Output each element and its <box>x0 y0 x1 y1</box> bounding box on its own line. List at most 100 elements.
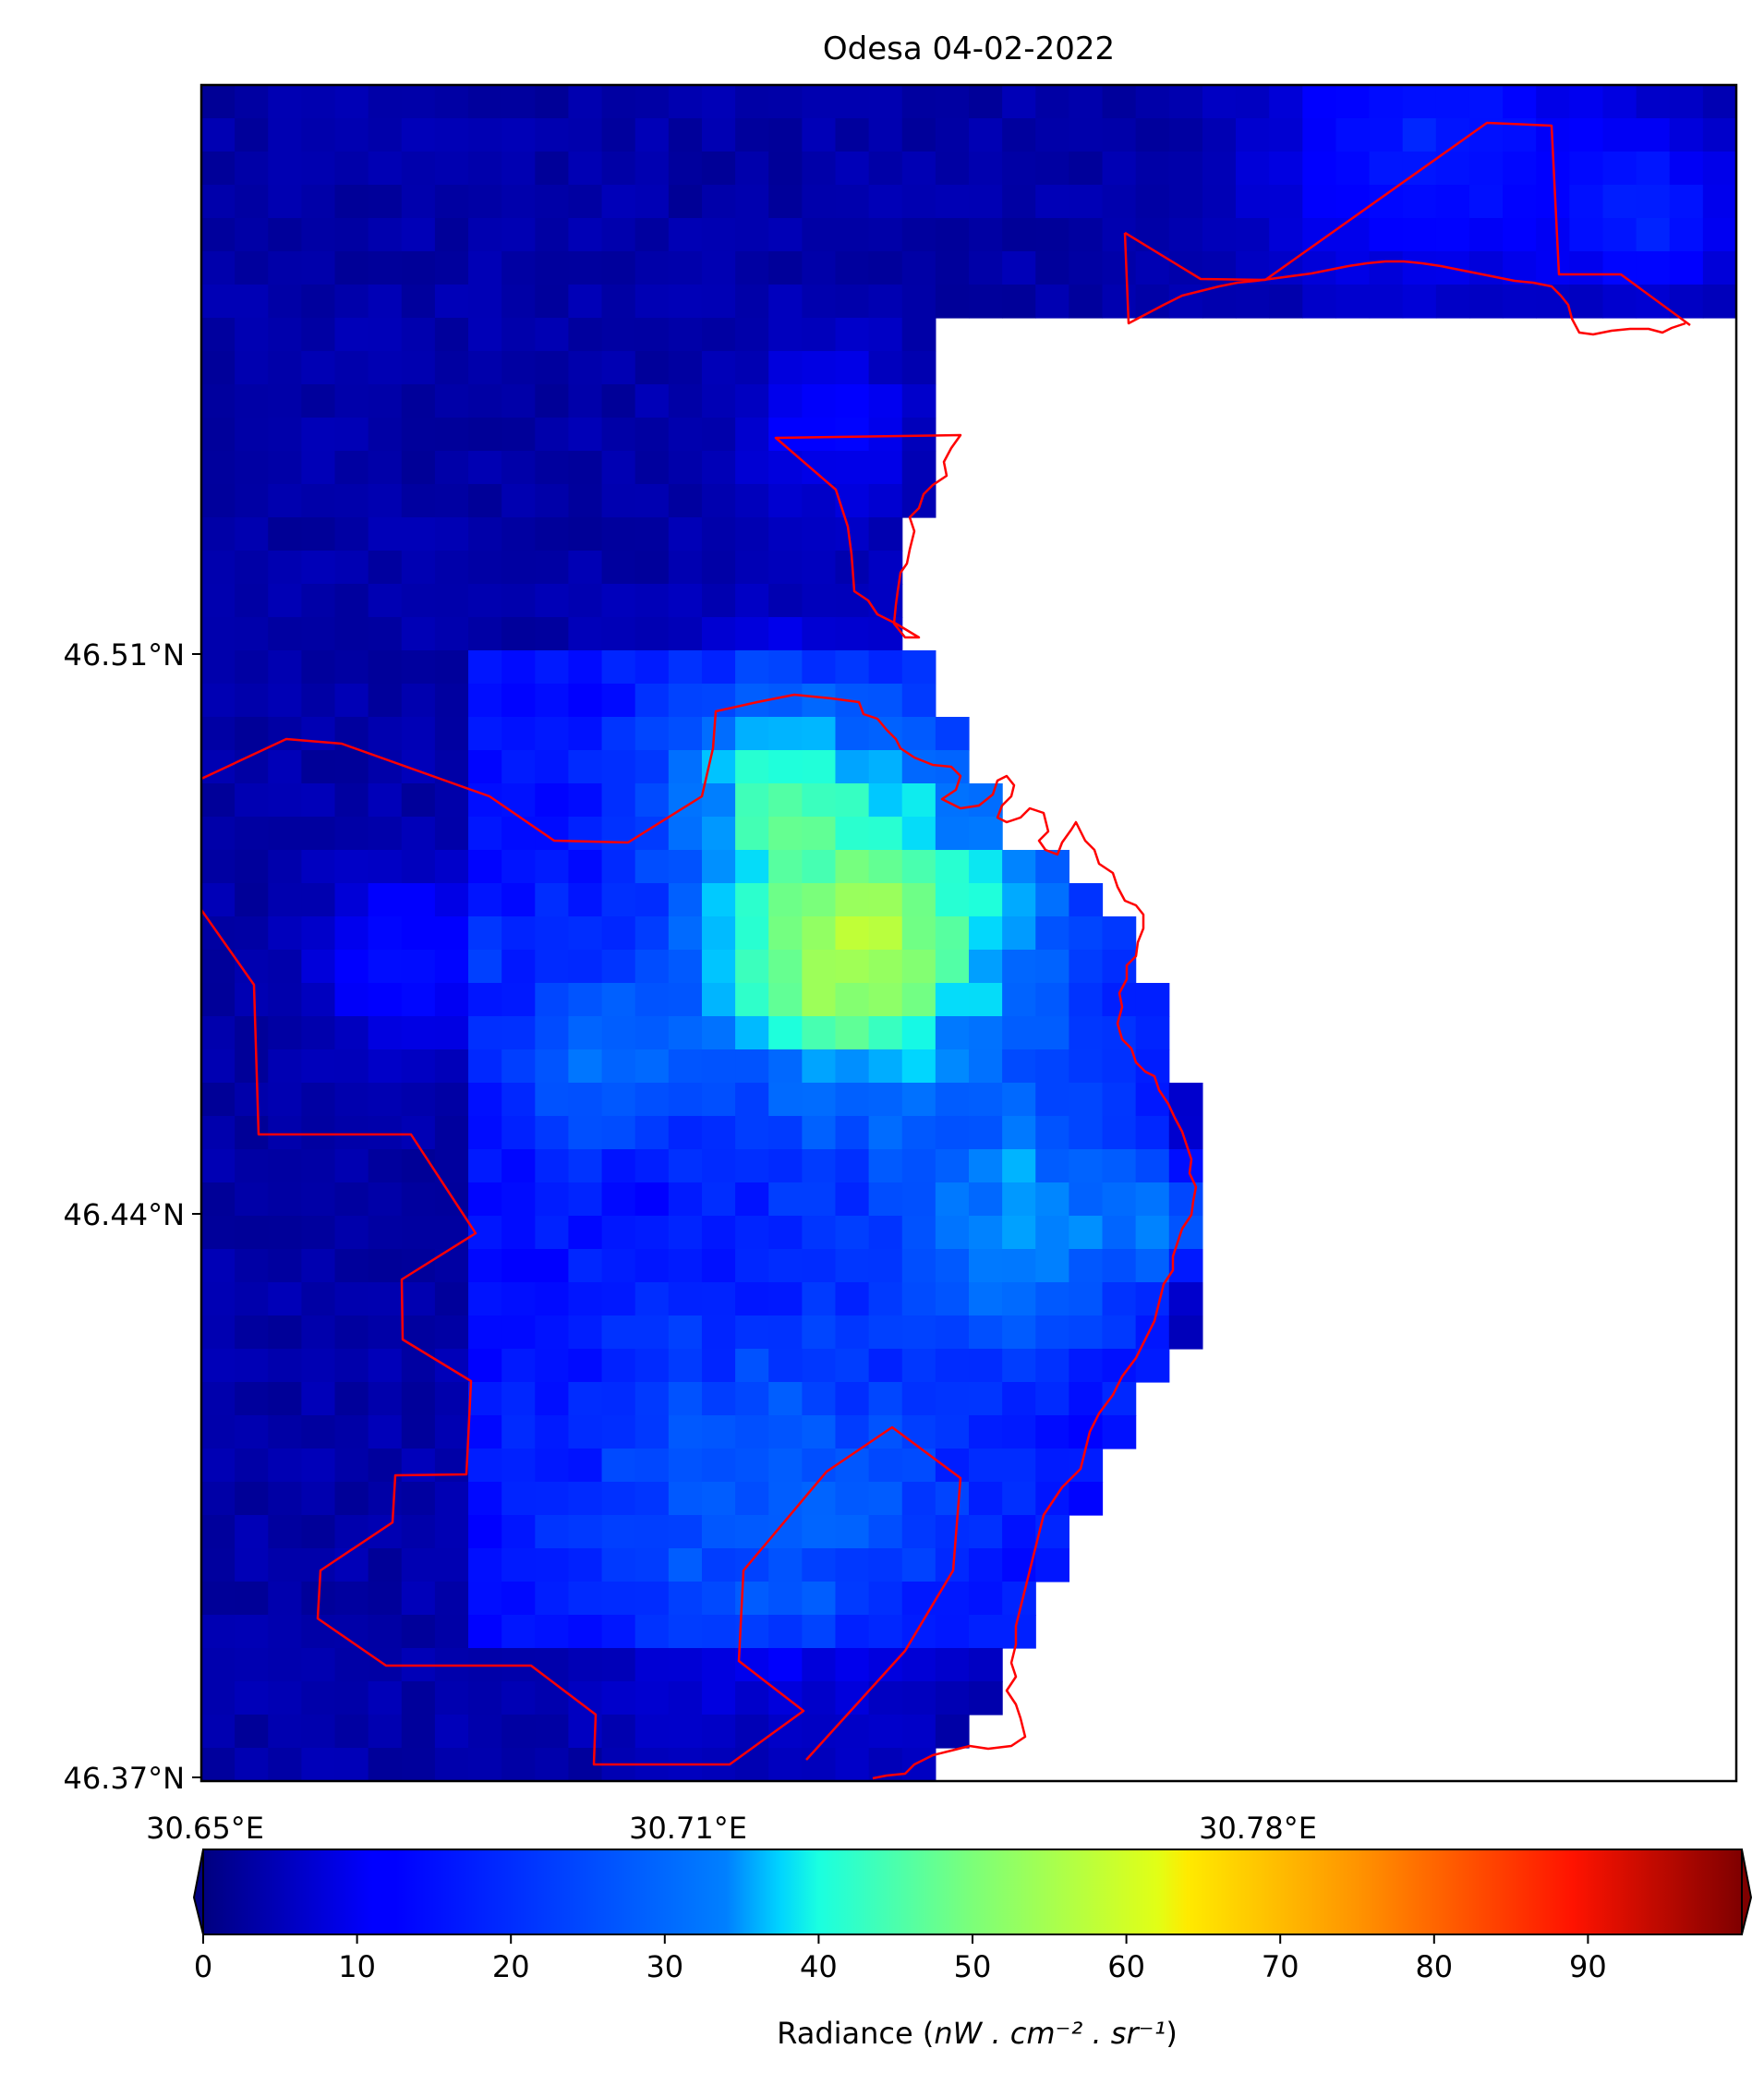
radiance-cell <box>768 1149 803 1183</box>
radiance-cell <box>235 1415 269 1449</box>
radiance-cell <box>268 1016 302 1050</box>
radiance-cell <box>1002 1615 1036 1649</box>
radiance-cell <box>401 1415 436 1449</box>
radiance-cell <box>1002 218 1036 252</box>
radiance-cell <box>835 1216 870 1250</box>
radiance-cell <box>568 1116 603 1150</box>
radiance-cell <box>434 1615 469 1649</box>
radiance-cell <box>601 1149 636 1183</box>
radiance-cell <box>568 1648 603 1682</box>
radiance-cell <box>802 218 837 252</box>
radiance-cell <box>901 484 936 518</box>
radiance-cell <box>901 451 936 485</box>
radiance-cell <box>201 850 236 884</box>
radiance-cell <box>901 85 936 119</box>
radiance-cell <box>901 1315 936 1350</box>
radiance-cell <box>1102 251 1137 285</box>
radiance-cell <box>868 1681 903 1715</box>
radiance-cell <box>268 152 302 186</box>
radiance-cell <box>668 1083 703 1117</box>
radiance-cell <box>501 418 536 452</box>
radiance-cell <box>1035 1016 1069 1050</box>
radiance-cell <box>1102 1282 1137 1316</box>
radiance-cell <box>735 1349 769 1383</box>
radiance-cell <box>601 1615 636 1649</box>
radiance-cell <box>1035 1515 1069 1549</box>
radiance-cell <box>935 1382 970 1416</box>
radiance-cell <box>768 817 803 851</box>
radiance-cell <box>634 85 670 119</box>
radiance-cell <box>768 118 803 152</box>
radiance-cell <box>1168 251 1203 285</box>
colorbar-tick-label: 20 <box>492 1949 530 1984</box>
radiance-cell <box>501 384 536 418</box>
radiance-cell <box>969 185 1003 219</box>
radiance-cell <box>535 285 570 319</box>
radiance-cell <box>501 1382 536 1416</box>
radiance-cell <box>668 384 703 418</box>
radiance-cell <box>1069 1349 1104 1383</box>
radiance-cell <box>235 684 269 718</box>
radiance-cell <box>301 484 336 518</box>
radiance-cell <box>235 185 269 219</box>
radiance-cell <box>634 850 670 884</box>
radiance-cell <box>1468 185 1504 219</box>
radiance-cell <box>334 950 369 984</box>
radiance-cell <box>668 1016 703 1050</box>
radiance-cell <box>634 783 670 818</box>
radiance-cell <box>468 617 502 651</box>
radiance-cell <box>634 484 670 518</box>
radiance-cell <box>535 1515 570 1549</box>
radiance-cell <box>735 551 769 585</box>
radiance-cell <box>235 717 269 751</box>
radiance-cell <box>468 584 502 618</box>
radiance-cell <box>535 1315 570 1350</box>
radiance-cell <box>468 1083 502 1117</box>
radiance-cell <box>368 251 403 285</box>
radiance-cell <box>802 418 837 452</box>
radiance-cell <box>301 351 336 385</box>
radiance-cell <box>668 251 703 285</box>
radiance-cell <box>368 684 403 718</box>
radiance-cell <box>634 551 670 585</box>
radiance-cell <box>434 617 469 651</box>
radiance-cell <box>802 1449 837 1483</box>
radiance-cell <box>535 185 570 219</box>
radiance-cell <box>501 916 536 951</box>
radiance-cell <box>401 118 436 152</box>
radiance-cell <box>201 185 236 219</box>
radiance-cell <box>501 750 536 784</box>
radiance-cell <box>434 1681 469 1715</box>
radiance-cell <box>601 1382 636 1416</box>
radiance-cell <box>568 384 603 418</box>
radiance-cell <box>601 251 636 285</box>
radiance-cell <box>668 351 703 385</box>
radiance-cell <box>634 318 670 352</box>
radiance-cell <box>201 85 236 119</box>
radiance-cell <box>334 1449 369 1483</box>
radiance-cell <box>401 451 436 485</box>
radiance-cell <box>768 152 803 186</box>
radiance-cell <box>201 950 236 984</box>
radiance-cell <box>235 418 269 452</box>
radiance-cell <box>334 916 369 951</box>
radiance-cell <box>935 185 970 219</box>
radiance-cell <box>802 1615 837 1649</box>
radiance-cell <box>535 318 570 352</box>
radiance-cell <box>1168 285 1203 319</box>
radiance-cell <box>701 285 736 319</box>
radiance-cell <box>334 717 369 751</box>
radiance-cell <box>1135 1282 1170 1316</box>
radiance-cell <box>601 850 636 884</box>
radiance-cell <box>1302 152 1337 186</box>
radiance-cell <box>301 1016 336 1050</box>
radiance-cell <box>468 1049 502 1084</box>
boundary-line <box>774 433 962 639</box>
radiance-cell <box>201 1149 236 1183</box>
radiance-cell <box>235 1182 269 1217</box>
radiance-cell <box>901 185 936 219</box>
radiance-cell <box>1269 152 1303 186</box>
radiance-cell <box>601 1315 636 1350</box>
radiance-cell <box>301 717 336 751</box>
radiance-cell <box>634 285 670 319</box>
